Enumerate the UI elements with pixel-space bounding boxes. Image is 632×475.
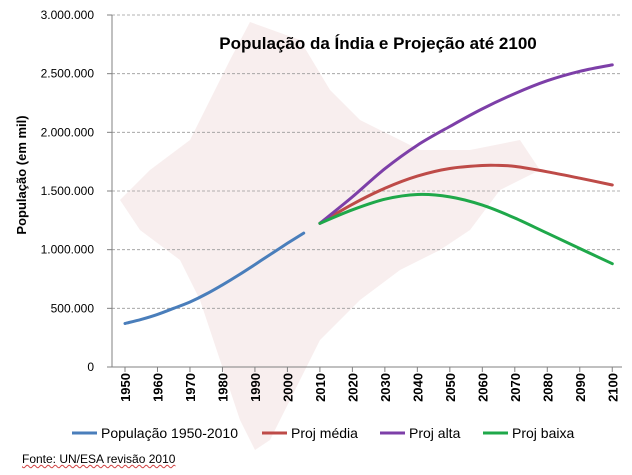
y-axis-ticks: 0 500.000 1.000.000 1.500.000 2.000.000 2.500… [41,8,112,374]
x-tick-label: 2020 [345,373,360,402]
y-tick-label: 500.000 [51,301,95,315]
x-tick-label: 2030 [378,373,393,402]
x-axis-ticks: 1950 1960 1970 1980 1990 2000 2010 2020 2030 2040… [118,367,620,402]
chart-title: População da Índia e Projeção até 2100 [219,34,536,53]
legend-label: Proj alta [409,425,461,441]
source-note: Fonte: UN/ESA revisão 2010 [22,452,176,466]
y-axis-label: População (em mil) [14,115,29,234]
legend-label: Proj média [291,425,358,441]
x-tick-label: 2010 [313,373,328,402]
x-tick-label: 2100 [605,373,620,402]
series-line [318,163,614,225]
x-tick-label: 2090 [573,373,588,402]
y-tick-label: 2.500.000 [41,67,95,81]
x-tick-label: 2080 [540,373,555,402]
x-tick-label: 1970 [183,373,198,402]
legend: População 1950-2010 Proj média Proj alta Pr… [72,425,574,441]
x-tick-label: 2060 [475,373,490,402]
x-tick-label: 1960 [150,373,165,402]
map-silhouette [120,22,540,450]
x-tick-label: 2040 [410,373,425,402]
legend-label: População 1950-2010 [101,425,238,441]
x-tick-label: 1980 [215,373,230,402]
gridlines [112,14,622,309]
series-line [123,231,306,325]
legend-label: Proj baixa [512,425,574,441]
x-tick-label: 2050 [443,373,458,402]
series-line [318,192,614,266]
y-tick-label: 1.000.000 [41,243,95,257]
series-lines [123,63,614,325]
y-tick-label: 2.000.000 [41,125,95,139]
india-map-background [120,22,540,450]
x-tick-label: 2070 [508,373,523,402]
x-tick-label: 1950 [118,373,133,402]
y-tick-label: 3.000.000 [41,8,95,22]
y-tick-label: 0 [87,360,94,374]
x-tick-label: 1990 [248,373,263,402]
y-tick-label: 1.500.000 [41,184,95,198]
x-tick-label: 2000 [280,373,295,402]
series-line [318,63,614,225]
